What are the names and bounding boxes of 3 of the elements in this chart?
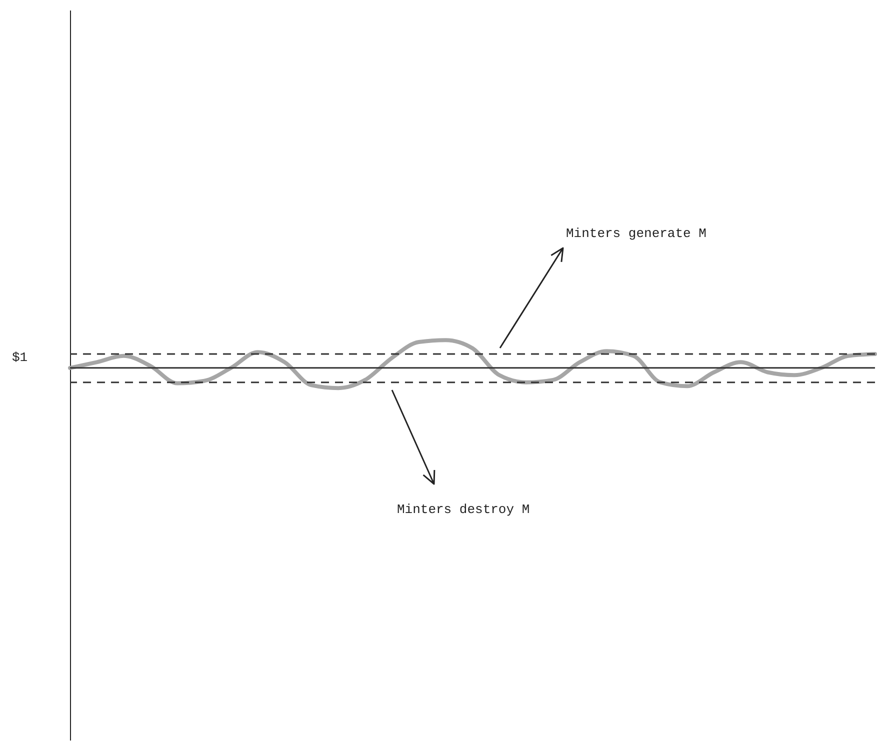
text: Minters generate M <box>566 226 706 241</box>
text: Minters destroy M <box>397 502 530 517</box>
text: $1 <box>12 350 28 365</box>
